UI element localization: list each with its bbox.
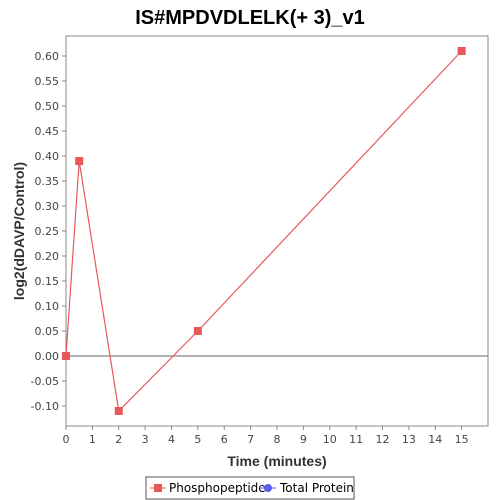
y-tick-label: 0.50 bbox=[35, 100, 60, 113]
y-tick-label: 0.20 bbox=[35, 250, 60, 263]
x-tick-label: 3 bbox=[142, 433, 149, 446]
y-axis: -0.10 -0.05 0.00 0.05 0.10 0.15 0.20 0.25 0.30 0.… bbox=[31, 50, 66, 413]
y-tick-label: -0.05 bbox=[31, 375, 59, 388]
y-tick-label: 0.60 bbox=[35, 50, 60, 63]
x-axis-label: Time (minutes) bbox=[227, 453, 326, 469]
y-tick-label: 0.40 bbox=[35, 150, 60, 163]
legend-label-total-protein: Total Protein bbox=[279, 481, 354, 495]
x-tick-label: 11 bbox=[349, 433, 363, 446]
y-tick-label: 0.25 bbox=[35, 225, 60, 238]
x-tick-label: 2 bbox=[115, 433, 122, 446]
y-tick-label: 0.05 bbox=[35, 325, 60, 338]
x-tick-label: 7 bbox=[247, 433, 254, 446]
legend-marker-total-protein bbox=[264, 484, 272, 492]
x-tick-label: 10 bbox=[323, 433, 337, 446]
x-tick-label: 0 bbox=[63, 433, 70, 446]
data-point bbox=[75, 157, 84, 165]
legend-box bbox=[145, 476, 355, 500]
chart-title: IS#MPDVDLELK(+ 3)_v1 bbox=[135, 7, 365, 29]
y-tick-label: -0.10 bbox=[31, 400, 59, 413]
x-tick-label: 6 bbox=[221, 433, 228, 446]
x-tick-label: 1 bbox=[89, 433, 96, 446]
y-tick-label: 0.35 bbox=[35, 175, 60, 188]
x-axis: 0 1 2 3 4 5 6 7 8 9 10 11 12 13 14 15 bbox=[63, 426, 469, 446]
y-tick-label: 0.55 bbox=[35, 75, 60, 88]
x-tick-label: 14 bbox=[428, 433, 442, 446]
x-tick-label: 4 bbox=[168, 433, 175, 446]
plot-area bbox=[65, 35, 489, 427]
y-tick-label: 0.30 bbox=[35, 200, 60, 213]
data-point bbox=[457, 47, 466, 55]
x-tick-label: 5 bbox=[194, 433, 201, 446]
data-point bbox=[62, 352, 70, 360]
y-tick-label: 0.45 bbox=[35, 125, 60, 138]
y-tick-label: 0.10 bbox=[35, 300, 60, 313]
data-point bbox=[114, 407, 123, 415]
y-axis-label: log2(dDAVP/Control) bbox=[11, 162, 27, 300]
x-tick-label: 8 bbox=[274, 433, 281, 446]
legend: Phosphopeptide Total Protein bbox=[145, 476, 355, 500]
series-layer bbox=[62, 47, 466, 415]
legend-label-phosphopeptide: Phosphopeptide bbox=[169, 481, 266, 495]
x-tick-label: 9 bbox=[300, 433, 307, 446]
x-tick-label: 13 bbox=[402, 433, 416, 446]
legend-marker-phosphopeptide bbox=[154, 484, 162, 492]
y-tick-label: 0.15 bbox=[35, 275, 60, 288]
y-tick-label: 0.00 bbox=[35, 350, 60, 363]
x-tick-label: 12 bbox=[376, 433, 390, 446]
x-tick-label: 15 bbox=[455, 433, 469, 446]
data-point bbox=[193, 327, 202, 335]
